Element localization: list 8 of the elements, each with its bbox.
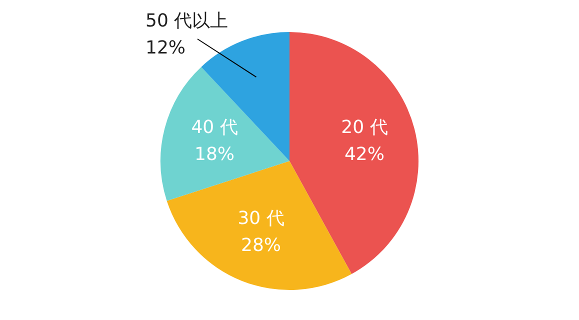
slice-label: 30 代 [238,208,284,230]
slice-label: 50 代以上 [146,10,228,32]
data-label: 12% [146,38,186,59]
slice-label: 40 代 [191,116,238,138]
data-label: 28% [241,235,282,256]
data-label: 42% [344,144,384,165]
slice-label: 20 代 [341,116,388,138]
data-label: 18% [194,144,235,165]
